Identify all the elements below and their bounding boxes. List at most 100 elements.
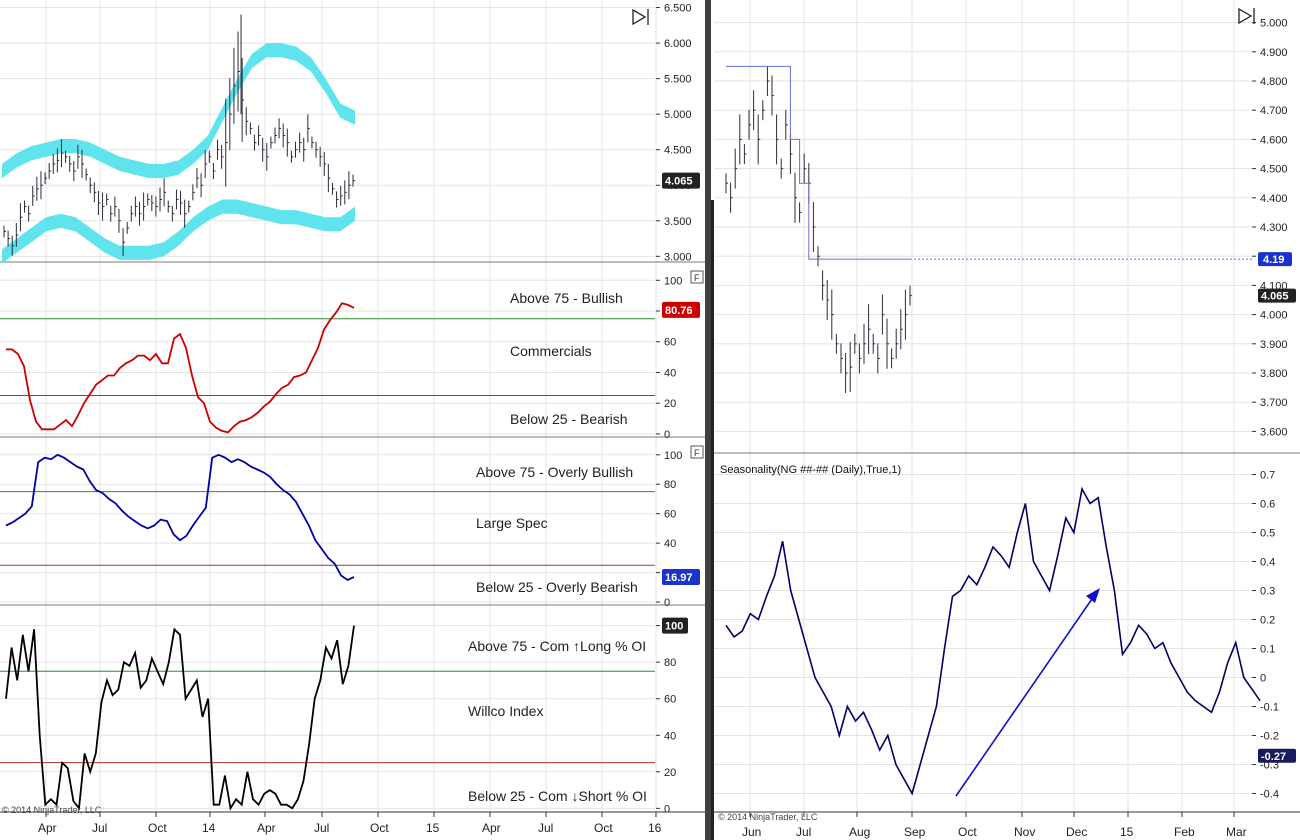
willco-last-badge: 100 — [662, 617, 688, 634]
right-price-tick-label-7: 4.300 — [1260, 222, 1288, 234]
expand-icon-right[interactable] — [1238, 7, 1255, 25]
arrow-head-icon — [1086, 588, 1100, 603]
willco-tick-label-5: 0 — [664, 803, 670, 815]
willco-upper-label: Above 75 - Com ↑Long % OI — [468, 638, 646, 654]
play-triangle-icon — [632, 8, 647, 26]
left-price-tick-label-3: 5.000 — [664, 109, 692, 121]
season-tick-label-5: 0.2 — [1260, 615, 1275, 627]
large-spec-badge-bg — [662, 569, 700, 586]
left-price-tick-label-2: 5.500 — [664, 74, 692, 86]
right-xtick-label-3: Sep — [904, 825, 926, 839]
commercials-last-badge: 80.76 — [662, 301, 700, 318]
expand-icon[interactable] — [632, 8, 649, 26]
large_spec-tick-label-0: 100 — [664, 450, 682, 462]
price-envelope-bands — [2, 43, 355, 264]
left-price-tick-label-6: 3.500 — [664, 216, 692, 228]
right-chart[interactable]: 5.000 4.900 4.800 4.700 4.600 4.500 4.400 4.300… — [714, 0, 1300, 840]
willco-tick-label-2: 60 — [664, 694, 676, 706]
willco-badge-bg — [662, 617, 688, 634]
large_spec-tick-label-2: 60 — [664, 509, 676, 521]
season-tick-label-4: 0.3 — [1260, 586, 1275, 598]
right-last-badge-bg — [1258, 288, 1296, 303]
season-tick-label-8: -0.1 — [1260, 702, 1279, 714]
seasonality-panel: 0.70.60.50.40.30.20.10-0.1-0.2-0.3-0.4 — [725, 470, 1279, 801]
season-tick-label-9: -0.2 — [1260, 731, 1279, 743]
right-time-axis: Jun Jul Aug Sep Oct Nov Dec 15 Feb Mar — [714, 811, 1300, 839]
season-tick-label-2: 0.5 — [1260, 528, 1275, 540]
panel-f-badge[interactable]: F — [690, 270, 704, 284]
left-xtick-label-5: Jul — [314, 821, 329, 835]
right-copyright: © 2014 NinjaTrader, LLC — [718, 812, 818, 822]
right-xtick-label-0: Jun — [742, 825, 761, 839]
willco-lower-label: Below 25 - Com ↓Short % OI — [468, 788, 647, 804]
right-price-tick-label-13: 3.700 — [1260, 397, 1288, 409]
commercials-badge-text: 80.76 — [665, 305, 693, 317]
right-xtick-label-9: Mar — [1226, 825, 1247, 839]
upper-band — [2, 43, 355, 179]
left-xtick-label-11: 16 — [648, 821, 662, 835]
commercials-tick-label-3: 40 — [664, 367, 676, 379]
right-price-tick-label-2: 4.800 — [1260, 76, 1288, 88]
panel-f-badge-2[interactable]: F — [690, 445, 704, 459]
seasonality-line — [725, 486, 1261, 796]
willco-badge-text: 100 — [665, 621, 683, 633]
right-last-badge-text: 4.065 — [1261, 291, 1289, 303]
left-xtick-label-10: Oct — [594, 821, 613, 835]
panel-f-badge-2-text: F — [694, 448, 700, 458]
seasonality-badge-text: -0.27 — [1261, 751, 1286, 763]
right-price-tick-label-6: 4.400 — [1260, 193, 1288, 205]
level-badge-text: 4.19 — [1263, 254, 1284, 266]
right-price-axis: 5.000 4.900 4.800 4.700 4.600 4.500 4.400 4.300… — [1252, 18, 1288, 438]
chart-divider[interactable] — [705, 0, 711, 840]
right-price-tick-label-11: 3.900 — [1260, 339, 1288, 351]
willco-tick-label-3: 40 — [664, 730, 676, 742]
large_spec-series-line — [5, 453, 355, 582]
left-price-tick-label-4: 4.500 — [664, 145, 692, 157]
large-spec-title: Large Spec — [476, 515, 548, 531]
large-spec-upper-label: Above 75 - Overly Bullish — [476, 464, 633, 480]
right-xtick-label-1: Jul — [796, 825, 811, 839]
seasonality-last-badge: -0.27 — [1258, 748, 1296, 763]
commercials-tick-label-4: 20 — [664, 398, 676, 410]
left-price-tick-label-7: 3.000 — [664, 251, 692, 263]
last-price-badge-bg — [662, 172, 700, 189]
left-price-tick-label-0: 6.500 — [664, 3, 692, 15]
large_spec-tick-label-1: 80 — [664, 479, 676, 491]
right-xtick-label-6: Dec — [1066, 825, 1087, 839]
large-spec-panel: 100806040200 — [0, 450, 682, 609]
right-xtick-label-7: 15 — [1120, 825, 1134, 839]
trend-arrow-line — [955, 595, 1095, 797]
right-xtick-label-5: Nov — [1014, 825, 1035, 839]
right-xtick-label-2: Aug — [849, 825, 870, 839]
right-price-tick-label-5: 4.500 — [1260, 164, 1288, 176]
commercials-lower-label: Below 25 - Bearish — [510, 411, 628, 427]
season-tick-label-3: 0.4 — [1260, 557, 1275, 569]
left-xtick-label-3: 14 — [202, 821, 216, 835]
left-xtick-label-4: Apr — [257, 821, 276, 835]
right-gridlines — [714, 0, 1300, 812]
large-spec-last-badge: 16.97 — [662, 569, 700, 586]
left-copyright: © 2014 NinjaTrader, LLC — [2, 805, 102, 815]
season-tick-label-7: 0 — [1260, 673, 1266, 685]
right-last-price-badge: 4.065 — [1258, 288, 1296, 303]
right-price-bars — [725, 66, 912, 393]
large_spec-tick-label-3: 40 — [664, 538, 676, 550]
left-price-bars — [3, 14, 355, 257]
large_spec-tick-label-5: 0 — [664, 597, 670, 609]
level-badge-bg — [1258, 252, 1292, 267]
left-xtick-label-1: Jul — [92, 821, 107, 835]
left-xtick-label-7: 15 — [426, 821, 440, 835]
willco-tick-label-1: 80 — [664, 657, 676, 669]
commercials-title: Commercials — [510, 343, 592, 359]
right-price-tick-label-0: 5.000 — [1260, 18, 1288, 30]
left-time-axis: Apr Jul Oct 14 Apr Jul Oct 15 Apr Jul Oct 16 — [0, 811, 705, 835]
left-price-tick-label-1: 6.000 — [664, 38, 692, 50]
right-price-tick-label-1: 4.900 — [1260, 47, 1288, 59]
large-spec-badge-text: 16.97 — [665, 572, 693, 584]
willco-title: Willco Index — [468, 703, 543, 719]
left-chart[interactable]: 6.5006.0005.5005.0004.5004.0003.5003.000… — [0, 0, 705, 840]
commercials-badge-bg — [662, 301, 700, 318]
large-spec-lower-label: Below 25 - Overly Bearish — [476, 579, 638, 595]
left-xtick-label-8: Apr — [482, 821, 501, 835]
